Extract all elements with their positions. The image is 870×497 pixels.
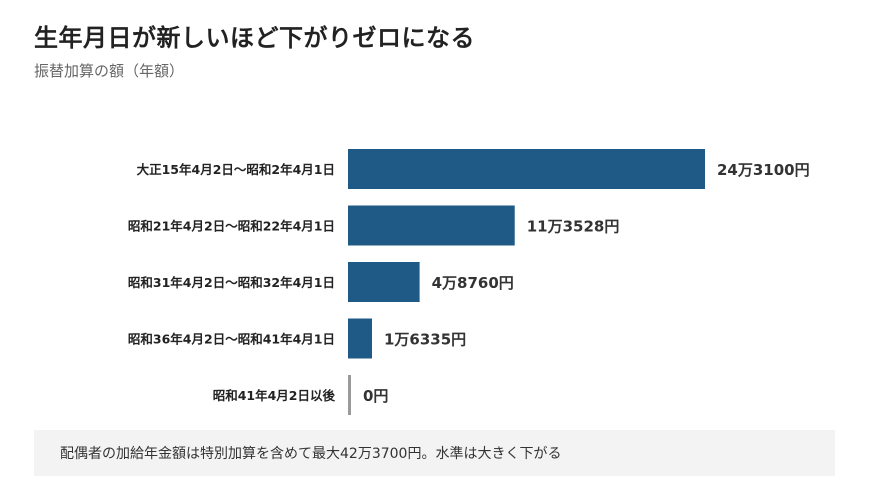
category-label: 昭和41年4月2日以後 [213,388,336,403]
category-label: 昭和31年4月2日～昭和32年4月1日 [128,275,335,290]
value-label: 24万3100円 [717,161,810,179]
footnote-text: 配偶者の加給年金額は特別加算を含めて最大42万3700円。水準は大きく下がる [60,446,562,462]
category-label: 大正15年4月2日～昭和2年4月1日 [137,162,335,177]
value-label: 0円 [363,387,388,405]
bar-chart: 大正15年4月2日～昭和2年4月1日 24万3100円昭和21年4月2日～昭和22… [128,149,810,415]
bar [348,149,705,189]
bar [348,318,372,359]
value-label: 11万3528円 [527,218,620,236]
bar [348,205,515,246]
footnote-box: 配偶者の加給年金額は特別加算を含めて最大42万3700円。水準は大きく下がる [34,430,835,476]
category-label: 昭和21年4月2日～昭和22年4月1日 [128,219,335,234]
value-label: 1万6335円 [384,331,466,349]
category-label: 昭和36年4月2日～昭和41年4月1日 [128,332,335,347]
bar [348,375,351,415]
value-label: 4万8760円 [432,274,514,292]
chart-subtitle: 振替加算の額（年額） [34,62,185,80]
chart-title: 生年月日が新しいほど下がりゼロになる [34,24,475,52]
bar [348,262,420,302]
